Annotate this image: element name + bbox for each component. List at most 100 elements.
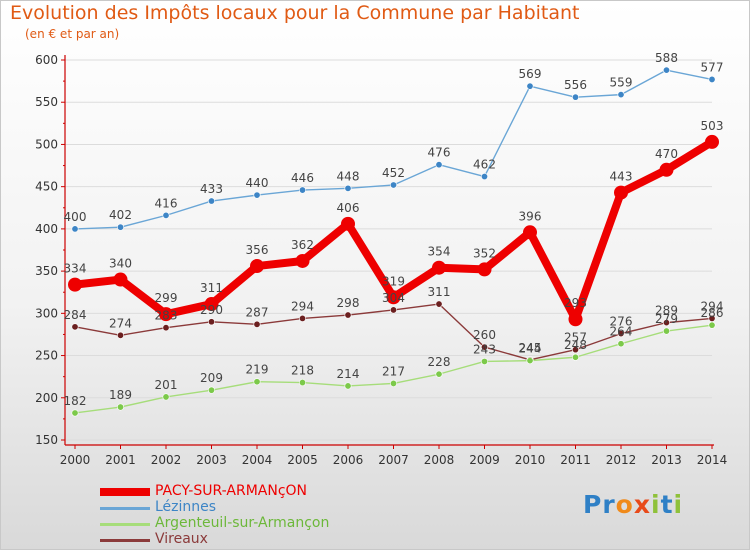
data-point-l-zinnes [253, 191, 261, 199]
data-label: 248 [564, 338, 587, 352]
y-tick-label: 500 [35, 137, 58, 151]
data-point-l-zinnes [162, 211, 170, 219]
legend-item: Argenteuil-sur-Armançon [100, 515, 430, 532]
data-label: 299 [155, 291, 178, 305]
data-label: 189 [109, 388, 132, 402]
y-tick-label: 400 [35, 222, 58, 236]
data-point-vireaux [117, 331, 125, 339]
data-label: 214 [337, 367, 360, 381]
data-label: 293 [564, 296, 587, 310]
data-point-argenteuil-sur-arman-on [617, 340, 625, 348]
x-tick-label: 2010 [515, 453, 546, 467]
chart-subtitle: (en € et par an) [25, 27, 120, 41]
data-point-pacy-sur-arman-on [295, 253, 310, 268]
data-point-vireaux [253, 320, 261, 328]
legend-item: PACY-SUR-ARMANçON [100, 483, 430, 500]
legend-swatch [100, 539, 150, 542]
x-tick-label: 2005 [287, 453, 318, 467]
data-point-argenteuil-sur-arman-on [162, 393, 170, 401]
data-point-l-zinnes [662, 66, 670, 74]
data-point-vireaux [617, 330, 625, 338]
legend-swatch [100, 488, 150, 496]
data-label: 311 [200, 281, 223, 295]
data-point-argenteuil-sur-arman-on [298, 379, 306, 387]
data-label: 462 [473, 158, 496, 172]
data-point-l-zinnes [208, 197, 216, 205]
data-point-l-zinnes [344, 184, 352, 192]
data-label: 334 [64, 262, 87, 276]
logo-letter: i [673, 490, 684, 519]
data-label: 283 [155, 309, 178, 323]
data-point-argenteuil-sur-arman-on [71, 409, 79, 417]
data-label: 503 [701, 119, 724, 133]
data-label: 470 [655, 147, 678, 161]
data-label: 294 [291, 299, 314, 313]
x-tick-label: 2006 [333, 453, 364, 467]
y-tick-label: 450 [35, 180, 58, 194]
data-label: 448 [337, 169, 360, 183]
y-tick-label: 200 [35, 391, 58, 405]
data-label: 400 [64, 210, 87, 224]
data-point-vireaux [344, 311, 352, 319]
data-label: 476 [428, 146, 451, 160]
data-point-pacy-sur-arman-on [159, 307, 173, 322]
data-point-l-zinnes [708, 75, 716, 83]
data-label: 556 [564, 78, 587, 92]
data-label: 274 [109, 316, 132, 330]
data-label: 311 [428, 285, 451, 299]
y-tick-label: 300 [35, 306, 58, 320]
data-point-vireaux [435, 300, 443, 308]
x-tick-label: 2013 [651, 453, 682, 467]
data-point-argenteuil-sur-arman-on [344, 382, 352, 390]
data-label: 452 [382, 166, 405, 180]
data-point-argenteuil-sur-arman-on [389, 379, 397, 387]
data-label: 289 [655, 304, 678, 318]
data-point-vireaux [208, 318, 216, 326]
y-tick-label: 150 [35, 433, 58, 447]
data-point-pacy-sur-arman-on [614, 185, 628, 200]
data-label: 260 [473, 328, 496, 342]
data-label: 209 [200, 371, 223, 385]
legend: PACY-SUR-ARMANçON Lézinnes Argenteuil-sur-… [100, 483, 430, 548]
data-point-pacy-sur-arman-on [705, 134, 719, 149]
x-tick-label: 2002 [151, 453, 182, 467]
legend-label: Argenteuil-sur-Armançon [155, 515, 330, 531]
data-label: 406 [337, 201, 360, 215]
data-point-l-zinnes [298, 186, 306, 194]
data-label: 219 [246, 363, 269, 377]
data-point-pacy-sur-arman-on [113, 272, 128, 287]
logo-letter: o [615, 490, 634, 519]
data-label: 294 [701, 299, 724, 313]
data-point-pacy-sur-arman-on [250, 259, 264, 274]
data-label: 284 [64, 308, 87, 322]
data-label: 354 [428, 245, 451, 259]
data-point-argenteuil-sur-arman-on [571, 353, 579, 361]
data-point-l-zinnes [480, 173, 488, 181]
data-point-argenteuil-sur-arman-on [253, 378, 261, 386]
data-point-vireaux [571, 346, 579, 354]
y-tick-label: 250 [35, 349, 58, 363]
data-point-vireaux [480, 343, 488, 351]
data-label: 340 [109, 257, 132, 271]
data-point-argenteuil-sur-arman-on [435, 370, 443, 378]
logo-letter: P [583, 490, 603, 519]
data-label: 257 [564, 331, 587, 345]
legend-swatch [100, 507, 150, 510]
y-tick-label: 600 [35, 53, 58, 67]
data-label: 446 [291, 171, 314, 185]
data-point-l-zinnes [71, 225, 79, 233]
data-point-l-zinnes [526, 82, 534, 90]
data-label: 264 [610, 325, 633, 339]
data-point-pacy-sur-arman-on [568, 312, 583, 327]
data-point-argenteuil-sur-arman-on [480, 357, 488, 365]
data-label: 440 [246, 176, 269, 190]
data-point-l-zinnes [617, 91, 625, 99]
data-label: 577 [701, 60, 724, 74]
data-label: 402 [109, 208, 132, 222]
data-label: 362 [291, 238, 314, 252]
data-label: 416 [155, 196, 178, 210]
data-label: 290 [200, 303, 223, 317]
data-label: 217 [382, 364, 405, 378]
x-tick-label: 2000 [60, 453, 91, 467]
